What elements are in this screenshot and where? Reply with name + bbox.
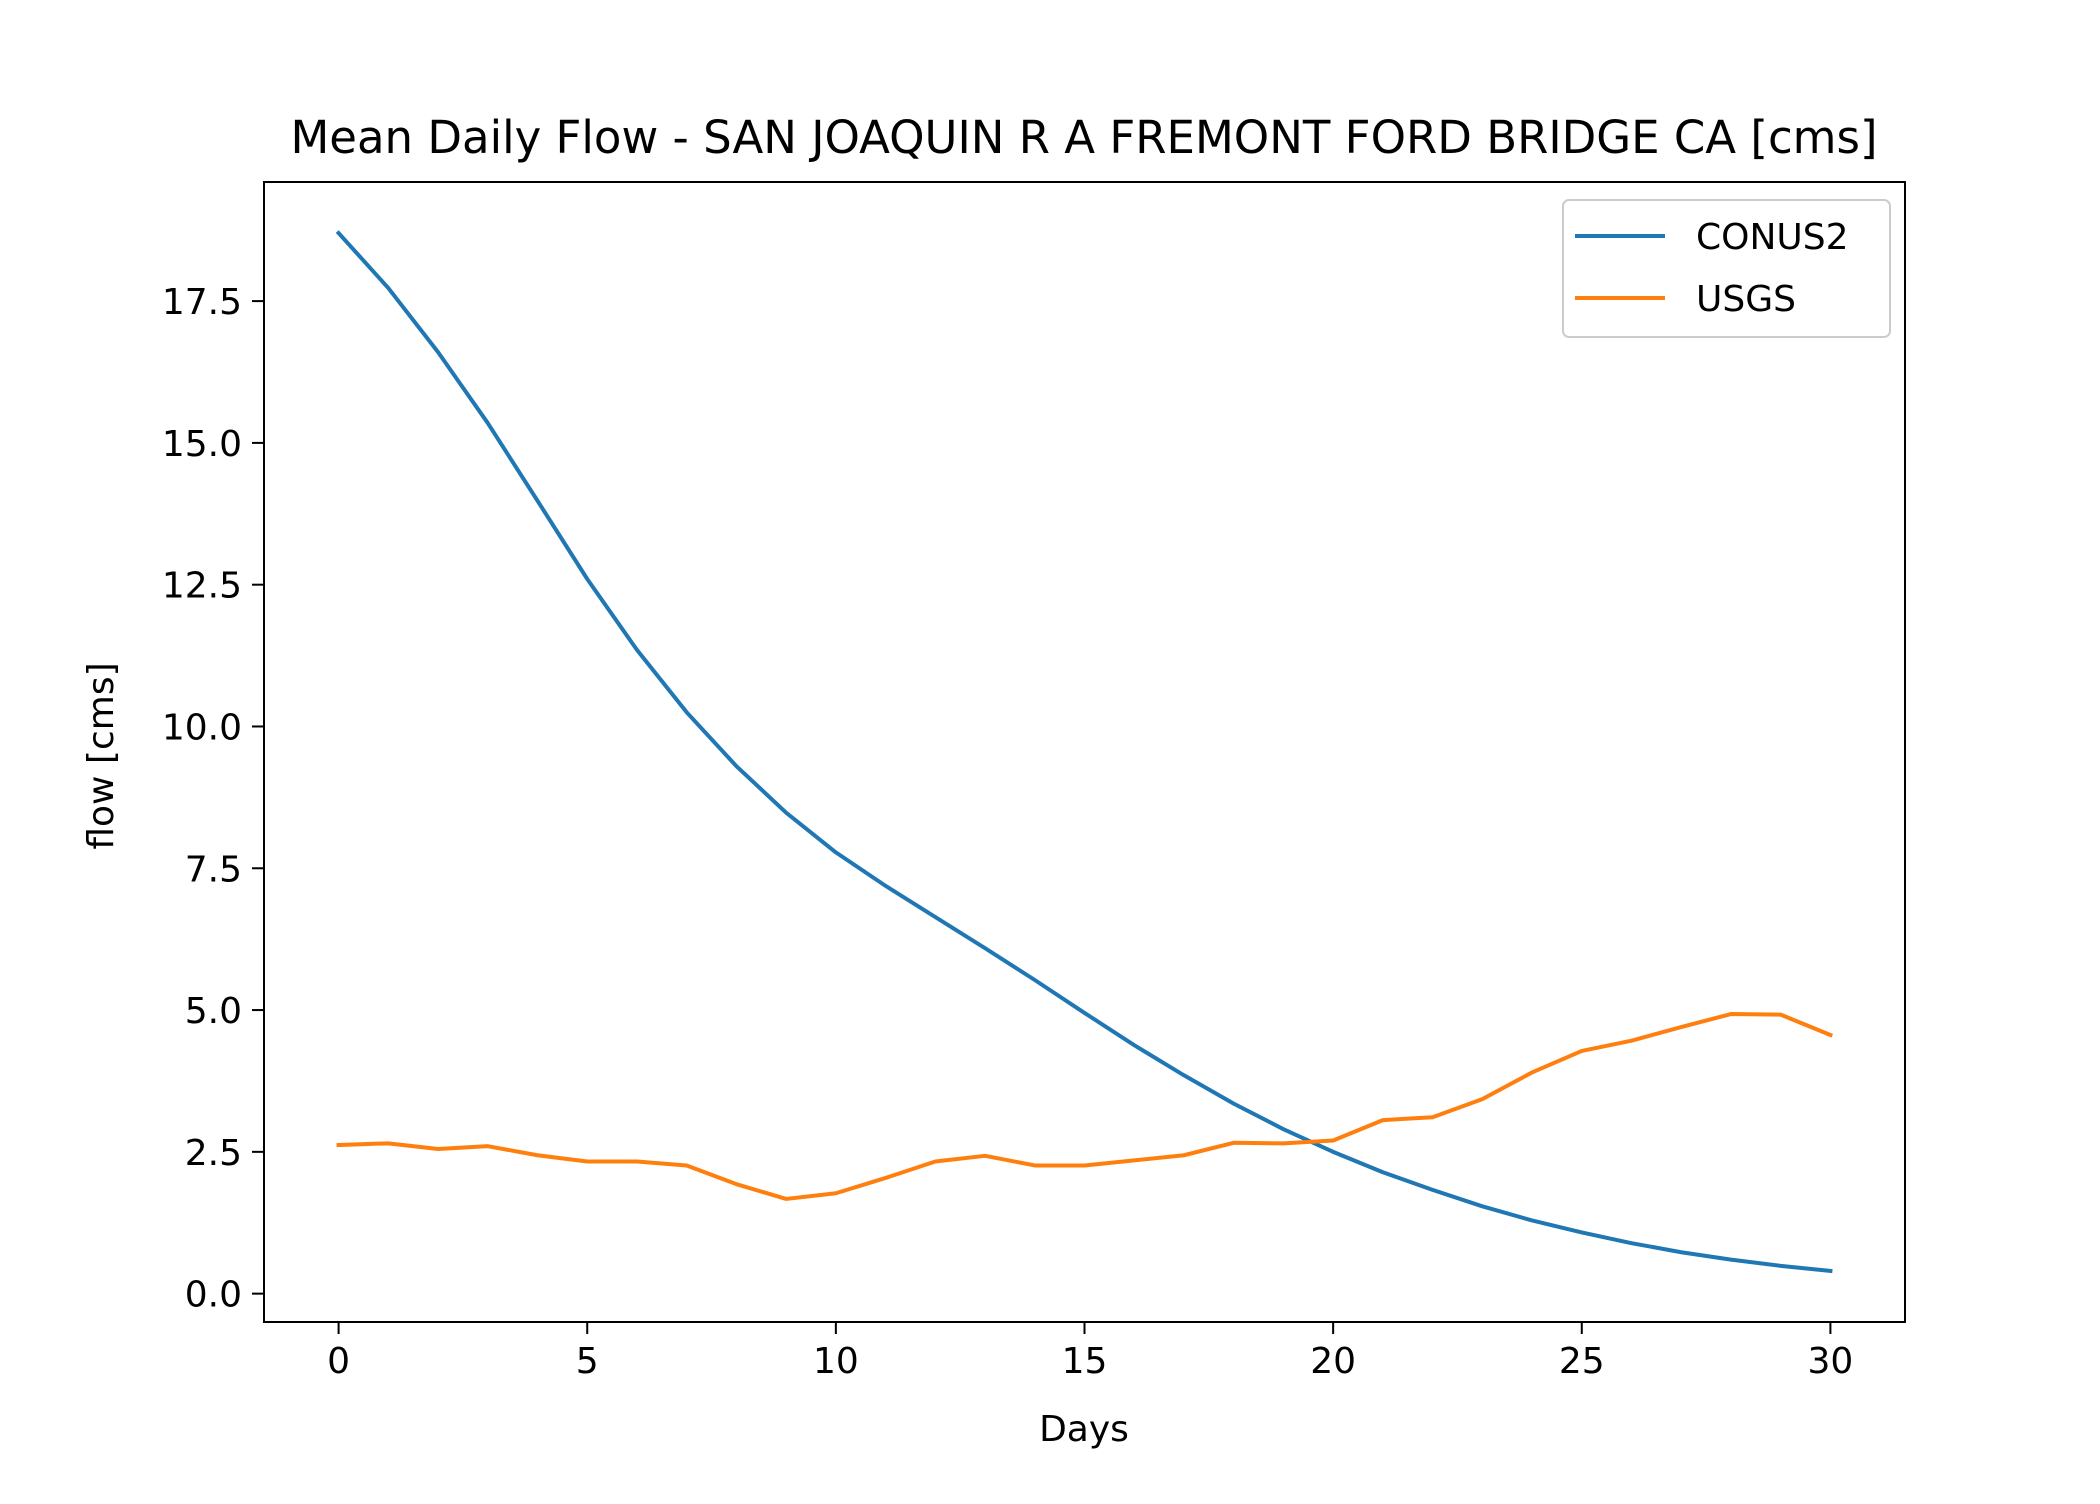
legend-label-conus2: CONUS2 — [1696, 217, 1849, 258]
x-tick-label-2: 10 — [813, 1341, 859, 1382]
y-tick-label-6: 15.0 — [162, 424, 242, 465]
plot-frame — [263, 181, 1906, 1323]
x-tick-label-3: 15 — [1062, 1341, 1108, 1382]
x-tick-label-0: 0 — [327, 1341, 350, 1382]
y-tick-label-0: 0.0 — [185, 1275, 242, 1316]
y-tick-label-4: 10.0 — [162, 707, 242, 748]
chart-title: Mean Daily Flow - SAN JOAQUIN R A FREMON… — [290, 111, 1877, 164]
y-tick-label-2: 5.0 — [185, 991, 242, 1032]
y-tick-label-5: 12.5 — [162, 566, 242, 607]
y-tick-label-3: 7.5 — [185, 849, 242, 890]
x-axis-label: Days — [1039, 1409, 1129, 1450]
x-tick-label-1: 5 — [576, 1341, 599, 1382]
x-tick-label-4: 20 — [1310, 1341, 1356, 1382]
x-tick-label-6: 30 — [1808, 1341, 1854, 1382]
series-line-conus2 — [335, 230, 1833, 1274]
series-line-usgs — [336, 1012, 1834, 1201]
y-axis-label: flow [cms] — [81, 662, 122, 849]
y-tick-label-1: 2.5 — [185, 1133, 242, 1174]
legend-label-usgs: USGS — [1696, 279, 1796, 320]
y-tick-label-7: 17.5 — [162, 282, 242, 323]
x-tick-label-5: 25 — [1559, 1341, 1605, 1382]
